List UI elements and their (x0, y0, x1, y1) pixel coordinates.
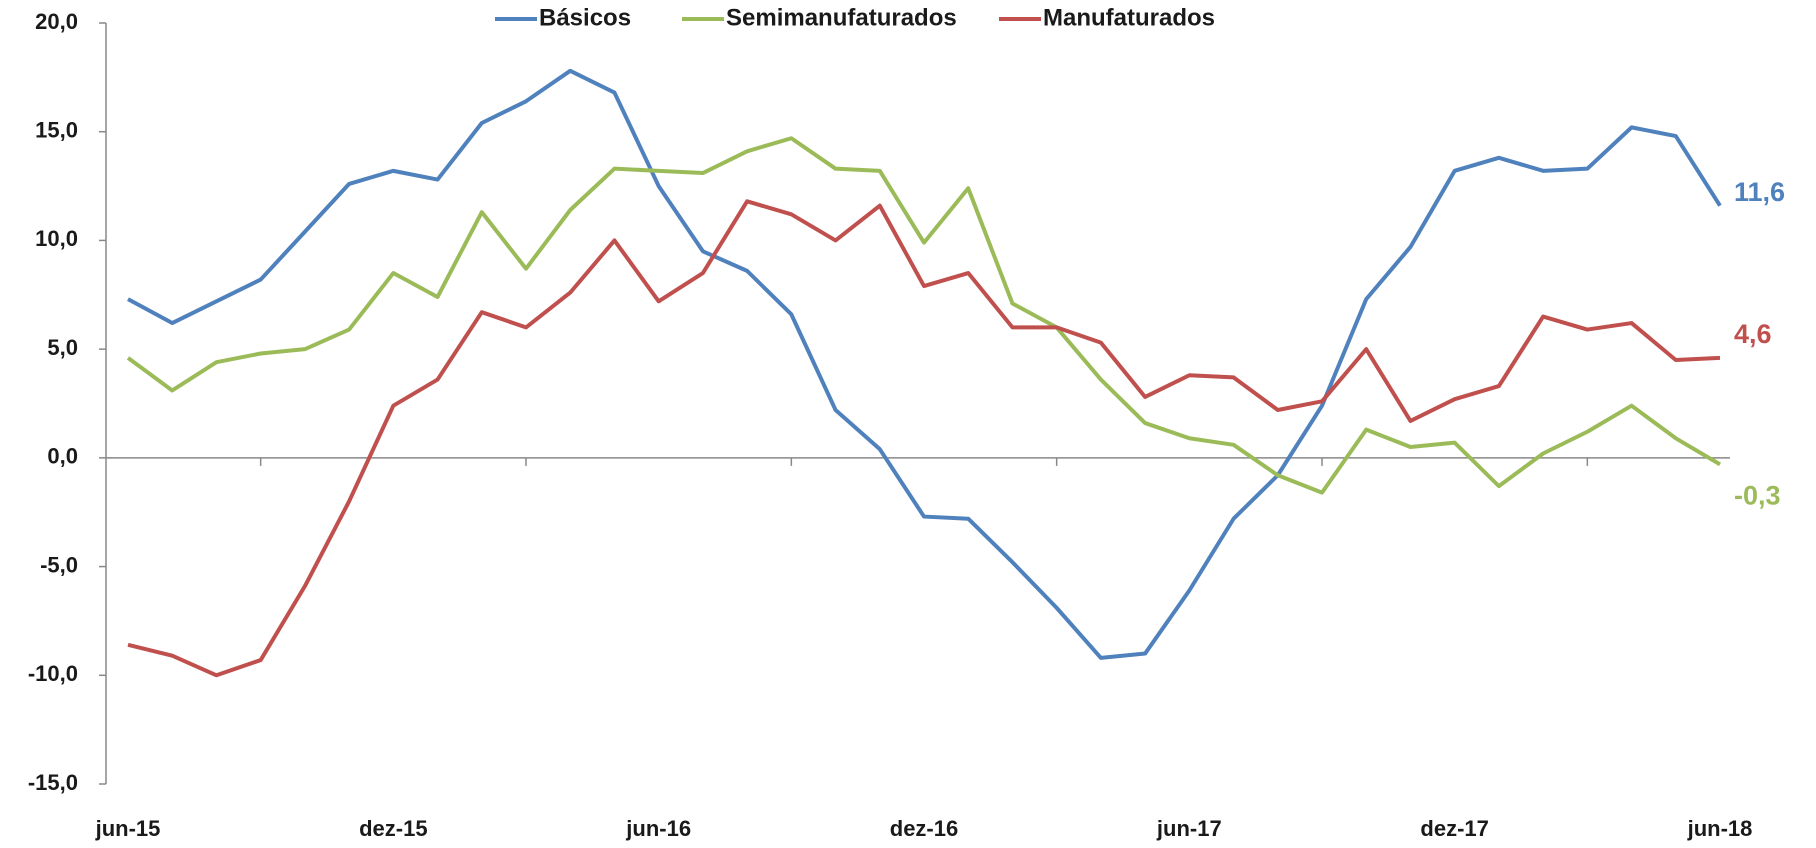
y-tick-label: 20,0 (35, 9, 78, 34)
x-tick-label: jun-16 (625, 816, 691, 841)
x-tick-label: dez-15 (359, 816, 427, 841)
x-tick-label: jun-18 (1687, 816, 1753, 841)
y-tick-label: 15,0 (35, 118, 78, 143)
y-tick-label: 5,0 (47, 335, 78, 360)
series-line (126, 136, 1722, 495)
y-tick-label: -5,0 (40, 552, 78, 577)
x-tick-label: dez-17 (1420, 816, 1488, 841)
y-tick-label: 10,0 (35, 226, 78, 251)
legend-label: Manufaturados (1043, 4, 1215, 31)
x-tick-label: jun-15 (95, 816, 161, 841)
series-line (127, 68, 1722, 660)
value-label: 11,6 (1734, 177, 1785, 207)
value-label: 4,6 (1734, 319, 1772, 349)
legend-label: Básicos (539, 4, 631, 31)
legend-label: Semimanufaturados (726, 4, 957, 31)
y-tick-label: -15,0 (28, 770, 78, 795)
y-tick-label: -10,0 (28, 661, 78, 686)
y-tick-label: 0,0 (47, 444, 78, 469)
series-line (127, 199, 1721, 678)
value-label: -0,3 (1734, 481, 1781, 511)
x-tick-label: jun-17 (1156, 816, 1222, 841)
x-tick-label: dez-16 (890, 816, 958, 841)
